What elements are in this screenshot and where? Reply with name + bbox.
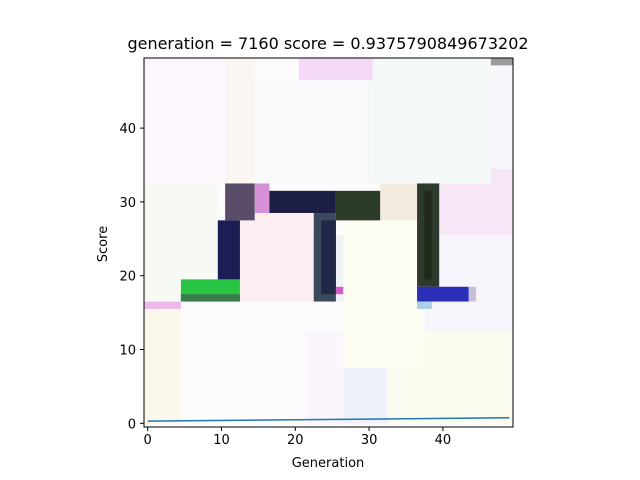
image-cell-5 bbox=[343, 367, 388, 424]
x-axis-label: Generation bbox=[292, 456, 365, 471]
chart-title: generation = 7160 score = 0.937579084967… bbox=[127, 34, 528, 53]
image-cell-26 bbox=[269, 190, 336, 213]
image-cell-11 bbox=[239, 212, 314, 302]
image-cell-18 bbox=[490, 65, 513, 169]
image-cell-24 bbox=[225, 183, 255, 221]
x-tick-label-40: 40 bbox=[435, 433, 452, 448]
image-cell-35 bbox=[468, 286, 477, 302]
x-tick-label-30: 30 bbox=[361, 433, 378, 448]
y-tick-label-0: 0 bbox=[128, 417, 136, 432]
image-cell-25 bbox=[254, 183, 270, 213]
image-cell-14 bbox=[144, 58, 226, 184]
image-cell-34 bbox=[417, 301, 432, 309]
x-tick-label-10: 10 bbox=[213, 433, 230, 448]
image-cell-13 bbox=[380, 183, 418, 221]
y-axis-label: Score bbox=[96, 226, 111, 262]
x-tick-label-20: 20 bbox=[287, 433, 304, 448]
image-cell-20 bbox=[490, 58, 513, 66]
image-cell-30 bbox=[335, 190, 381, 221]
y-tick-label-10: 10 bbox=[119, 344, 136, 359]
image-cell-1 bbox=[144, 308, 181, 424]
y-tick-label-40: 40 bbox=[119, 122, 136, 137]
image-cell-19 bbox=[298, 58, 373, 81]
image-cell-4 bbox=[306, 331, 344, 424]
image-cell-17 bbox=[372, 58, 491, 184]
y-tick-label-20: 20 bbox=[119, 270, 136, 285]
axes: 0 10 20 30 40 0 10 20 30 40 bbox=[119, 57, 514, 448]
image-cell-28 bbox=[321, 220, 336, 295]
image-cell-29 bbox=[335, 286, 344, 295]
image-cell-23 bbox=[217, 220, 240, 280]
image-cell-7 bbox=[343, 220, 425, 368]
image-cell-16 bbox=[254, 80, 373, 184]
image-cell-2 bbox=[144, 301, 181, 309]
series-line-0 bbox=[147, 417, 510, 422]
image-cell-33 bbox=[417, 286, 469, 302]
y-tick-label-30: 30 bbox=[119, 196, 136, 211]
plot-area bbox=[144, 58, 513, 427]
image-cell-15 bbox=[225, 58, 255, 184]
image-cell-32 bbox=[424, 190, 432, 280]
x-tick-label-0: 0 bbox=[144, 433, 152, 448]
image-cell-22 bbox=[180, 294, 240, 302]
axes-frame bbox=[143, 57, 514, 428]
image-cell-3 bbox=[180, 301, 307, 424]
